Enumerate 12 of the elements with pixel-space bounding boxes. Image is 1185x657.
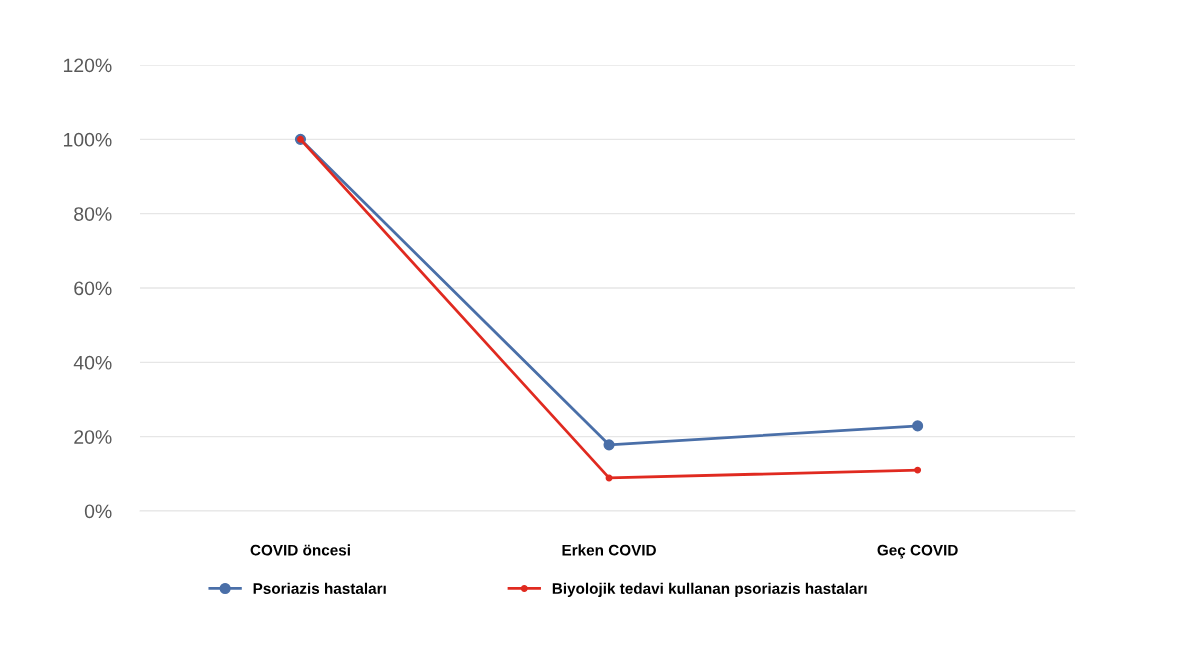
y-tick-label: 20% — [74, 430, 112, 444]
x-tick-label: Geç COVID — [877, 544, 958, 559]
y-tick-label: 60% — [74, 281, 112, 296]
y-tick-label: 0% — [84, 504, 112, 519]
legend-label: Psoriazis hastaları — [253, 582, 386, 594]
x-tick-label: Erken COVID — [562, 544, 656, 556]
y-tick-label: 80% — [74, 207, 112, 221]
x-tick-label: COVID öncesi — [250, 544, 350, 556]
y-tick-label: 120% — [63, 58, 112, 73]
legend-label: Biyolojik tedavi kullanan psoriazis hastaları — [552, 582, 867, 597]
y-tick-label: 40% — [73, 355, 112, 370]
y-tick-label: 100% — [63, 132, 112, 147]
